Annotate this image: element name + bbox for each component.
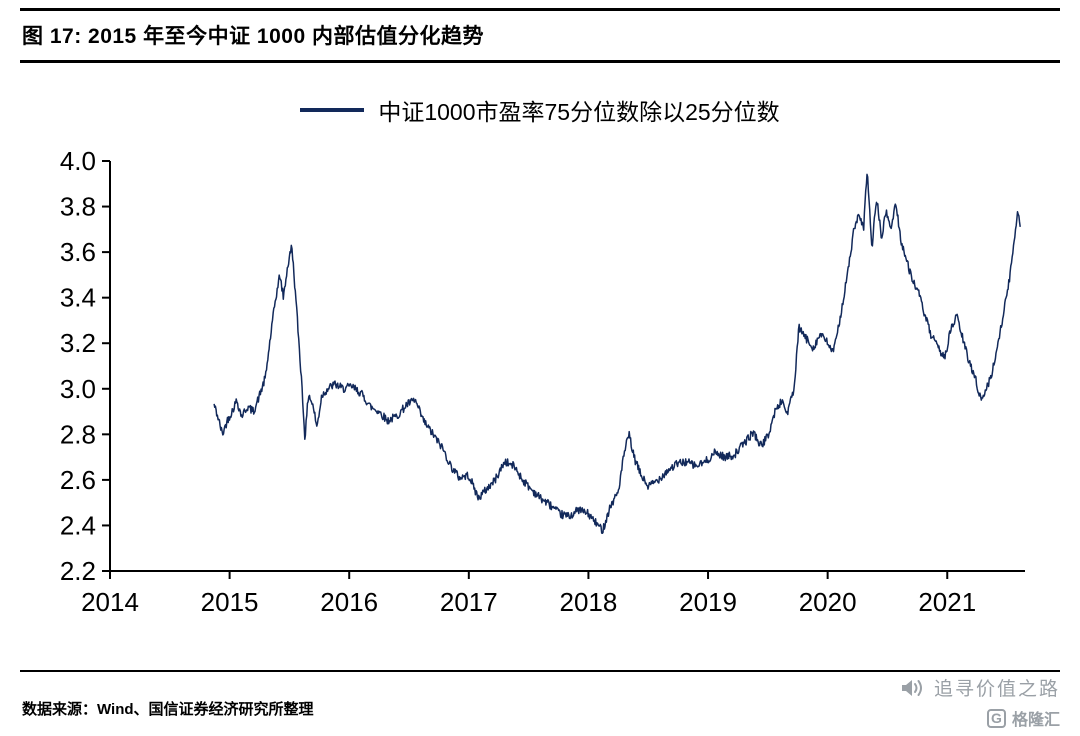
y-tick-label: 2.2 — [60, 556, 96, 586]
y-tick-label: 3.6 — [60, 237, 96, 267]
legend-line-swatch — [300, 108, 365, 112]
watermark-logo-text: 格隆汇 — [1011, 712, 1060, 729]
line-chart: 2.2 2.4 2.6 2.8 3.0 3.2 3.4 3.6 3.8 4.0 2014 2015 20… — [60, 146, 1025, 617]
figure-footer: 数据来源：Wind、国信证券经济研究所整理 追寻价值之路 G 格隆汇 — [20, 670, 1060, 736]
x-tick-label: 2018 — [560, 587, 618, 617]
y-tick-label: 2.6 — [60, 465, 96, 495]
x-tick-label: 2014 — [81, 587, 139, 617]
y-tick-label: 3.8 — [60, 192, 96, 222]
y-tick-label: 2.4 — [60, 510, 96, 540]
y-tick-label: 3.2 — [60, 328, 96, 358]
watermark-text: 追寻价值之路 — [933, 679, 1060, 700]
x-tick-label: 2020 — [799, 587, 857, 617]
figure-title-bar: 图 17: 2015 年至今中证 1000 内部估值分化趋势 — [20, 8, 1060, 63]
watermark: 追寻价值之路 G 格隆汇 — [900, 674, 1060, 730]
chart-legend: 中证1000市盈率75分位数除以25分位数 — [20, 95, 1060, 125]
y-tick-label: 3.4 — [60, 283, 96, 313]
data-source: 数据来源：Wind、国信证券经济研究所整理 — [22, 701, 314, 718]
gelonghui-logo: G 格隆汇 — [900, 706, 1060, 730]
x-tick-label: 2016 — [320, 587, 378, 617]
x-tick-label: 2017 — [440, 587, 498, 617]
y-tick-label: 4.0 — [60, 146, 96, 176]
y-tick-label: 2.8 — [60, 419, 96, 449]
speaker-icon — [901, 679, 922, 696]
series-line — [213, 173, 1021, 534]
logo-g-icon: G — [986, 708, 1006, 728]
x-tick-label: 2019 — [679, 587, 737, 617]
watermark-row: 追寻价值之路 — [900, 674, 1060, 701]
x-tick-label: 2015 — [201, 587, 259, 617]
legend-label: 中证1000市盈率75分位数除以25分位数 — [378, 99, 780, 125]
figure-title: 图 17: 2015 年至今中证 1000 内部估值分化趋势 — [22, 25, 484, 48]
y-tick-label: 3.0 — [60, 374, 96, 404]
x-tick-label: 2021 — [918, 587, 976, 617]
